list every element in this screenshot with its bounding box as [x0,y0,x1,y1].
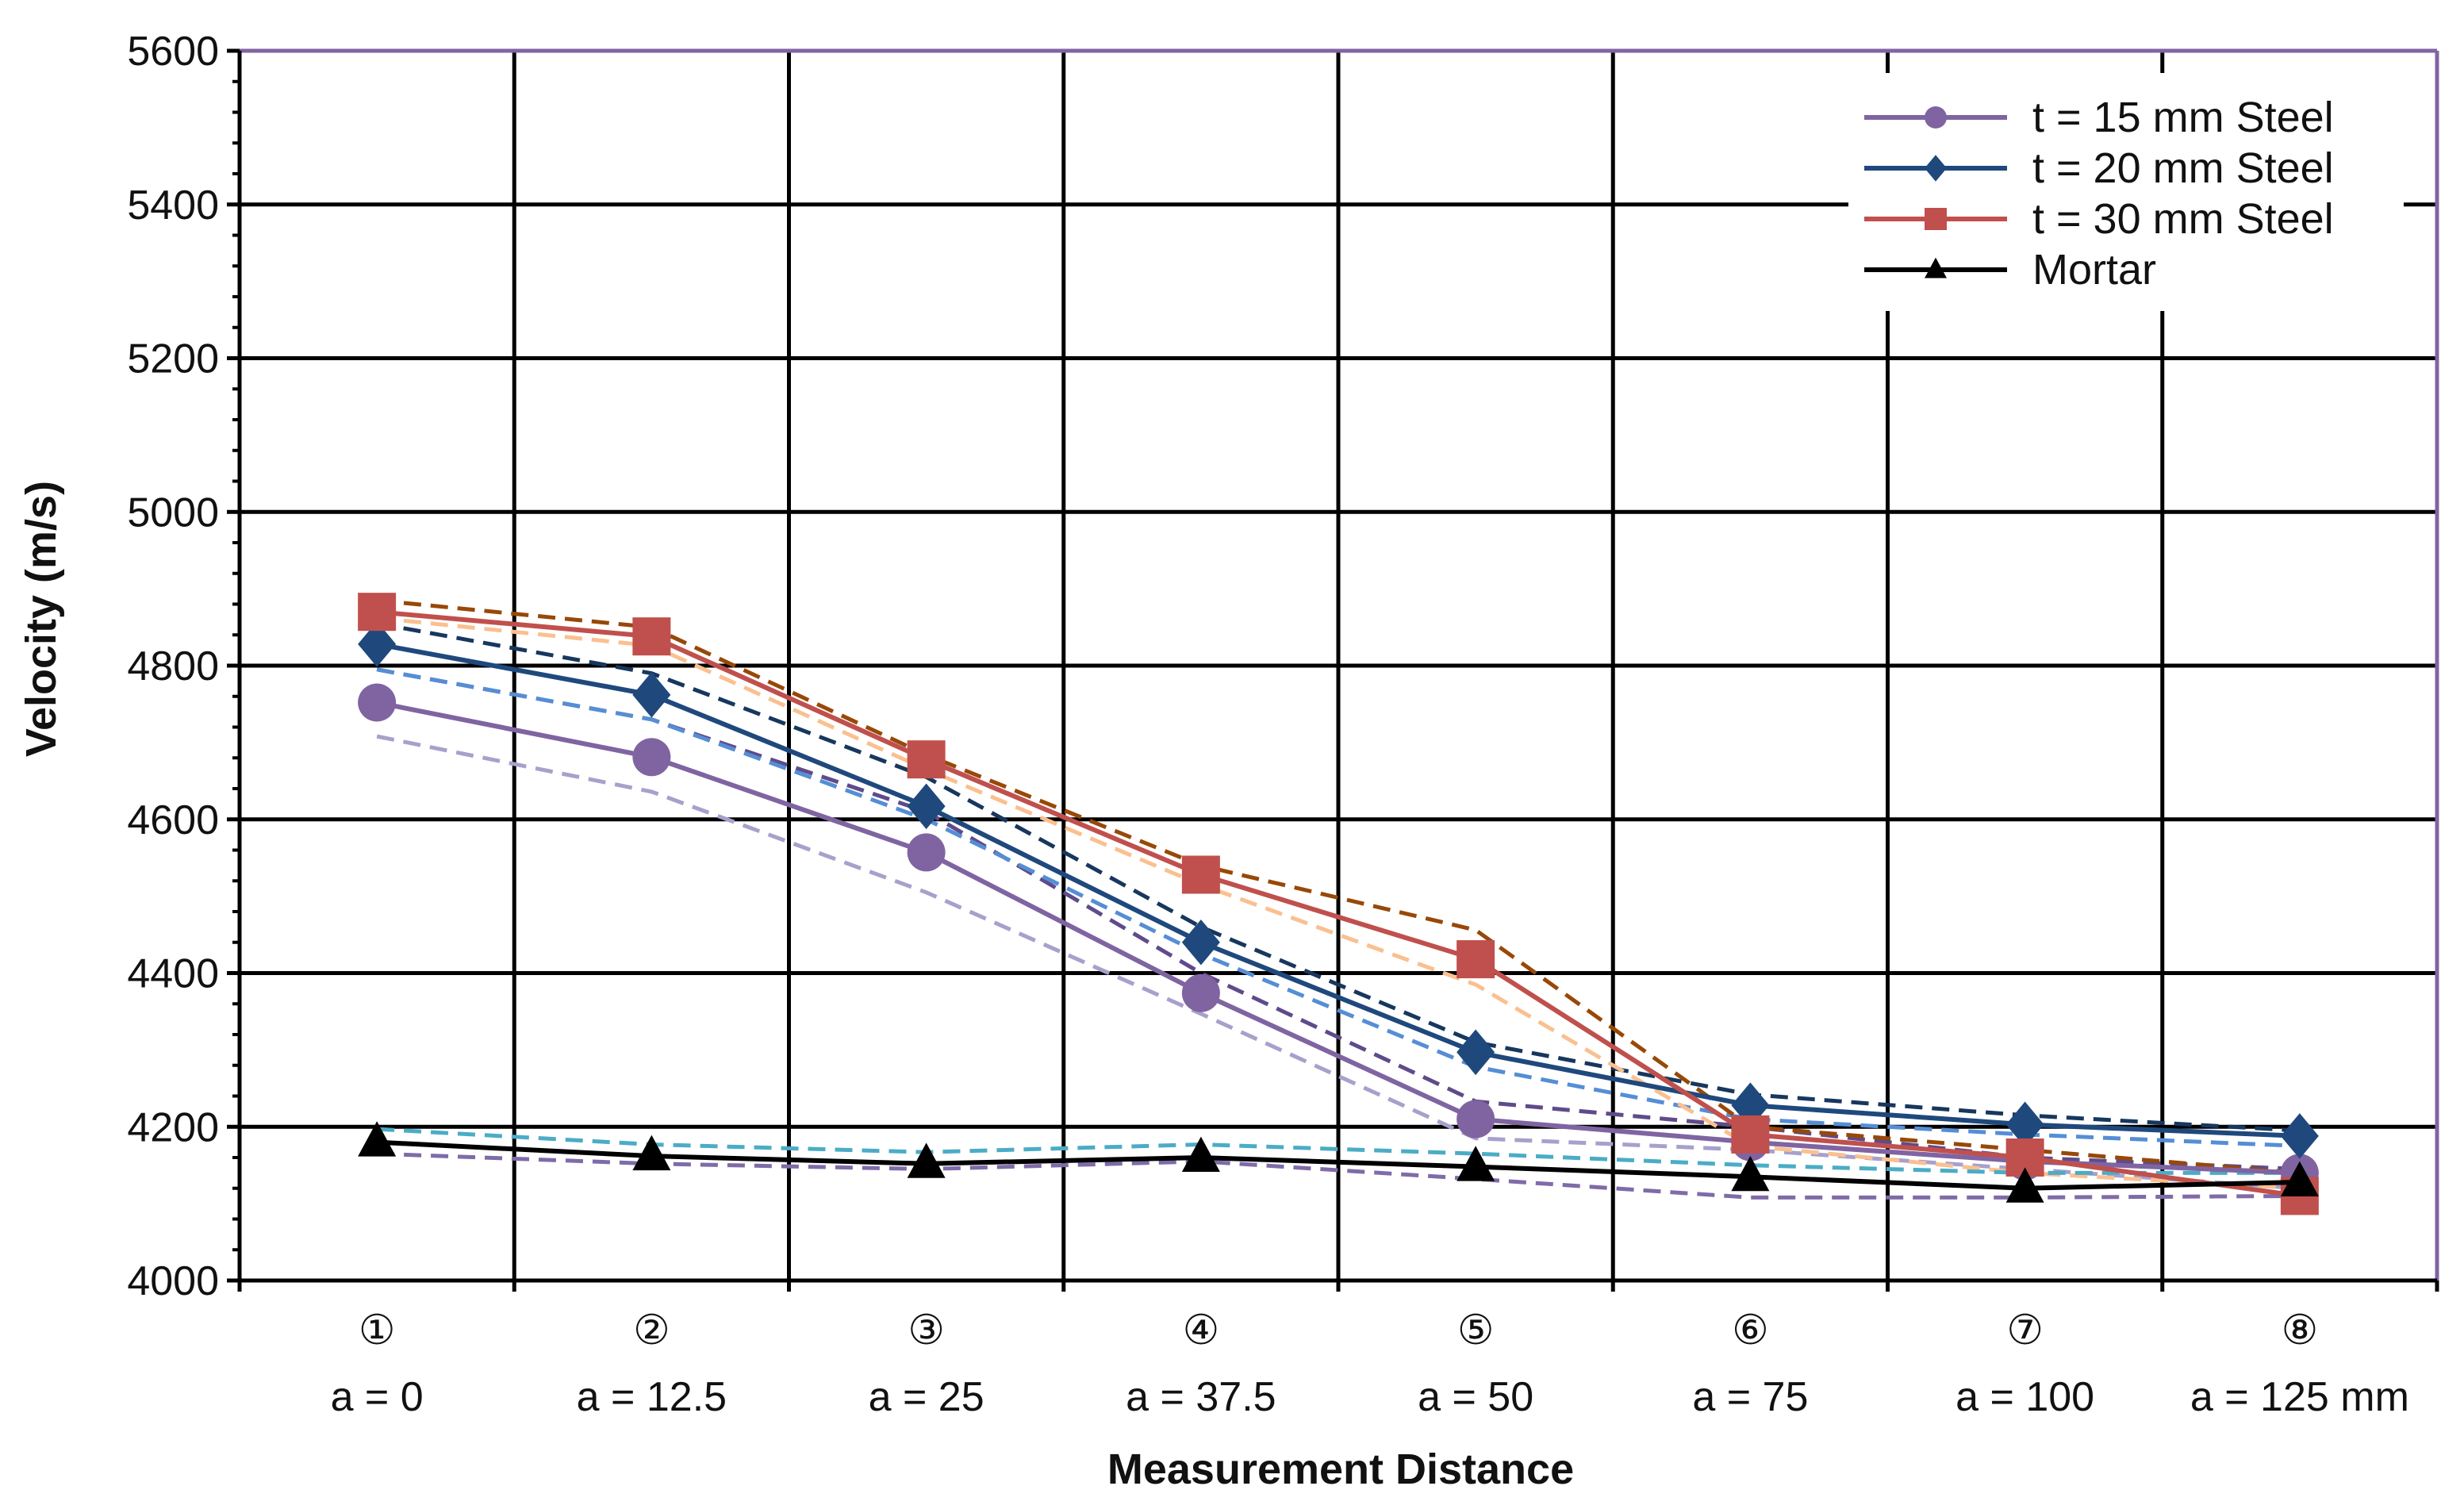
data-point [632,617,671,656]
reference-line-4 [376,621,2301,1133]
y-tick-label: 5200 [127,336,219,382]
data-point [632,1135,671,1171]
x-tick-number: ⑥ [1732,1307,1769,1353]
x-axis-title: Measurement Distance [1107,1446,1574,1493]
data-point [632,672,671,718]
data-point [2005,1101,2044,1148]
x-tick-number: ④ [1183,1307,1220,1353]
data-point [1181,973,1220,1012]
x-tick-label: a = 125 mm [2190,1374,2409,1420]
x-tick-number: ③ [908,1307,945,1353]
y-axis-ticks: 4000 4200 4400 4600 4800 5000 5200 5400 5600 [127,29,240,1304]
reference-line-8 [377,1151,2300,1200]
data-point [1457,1146,1495,1181]
y-tick-label: 5000 [127,490,219,536]
data-point [1731,1115,1770,1154]
y-tick-label: 4200 [127,1104,219,1150]
data-point [2005,1167,2044,1203]
y-tick-label: 4400 [127,951,219,997]
series-line [376,641,2301,1138]
series-line [376,1139,2300,1191]
x-tick-label: a = 75 [1692,1374,1808,1420]
data-point [907,783,946,830]
x-tick-number: ⑤ [1457,1307,1495,1353]
data-series [358,593,2319,1215]
reference-line-1 [376,734,2301,1191]
x-tick-number: ⑧ [2282,1307,2319,1353]
x-tick-number: ① [359,1307,396,1353]
data-point [632,738,671,777]
legend-marker [1925,155,1947,182]
data-point [907,1142,946,1178]
data-point [1181,855,1220,894]
x-tick-number: ② [633,1307,670,1353]
data-point [2280,1113,2319,1159]
reference-line-5 [376,616,2301,1191]
series-4 [358,1121,2319,1203]
y-tick-label: 4000 [127,1258,219,1304]
legend-marker [1925,208,1947,230]
legend-label: t = 20 mm Steel [2032,144,2334,192]
y-axis-title: Velocity (m/s) [17,481,65,757]
reference-line-7 [376,1127,2300,1175]
y-tick-label: 5600 [127,29,219,75]
data-point [907,833,946,872]
data-point [2280,1161,2319,1196]
x-tick-label: a = 37.5 [1126,1374,1276,1420]
legend-label: t = 15 mm Steel [2032,94,2334,141]
data-point [1457,940,1495,979]
x-tick-label: a = 100 [1955,1374,2094,1420]
legend-marker [1925,257,1947,278]
y-tick-label: 4600 [127,797,219,843]
series-line [376,609,2301,1199]
data-point [1457,1100,1495,1138]
data-point [1457,1029,1495,1076]
y-tick-label: 5400 [127,182,219,228]
y-tick-label: 4800 [127,643,219,689]
data-point [1181,1136,1220,1172]
grid-lines [240,48,2437,1281]
data-point [1181,919,1220,966]
data-point [358,1121,397,1157]
data-point [1731,1155,1770,1192]
data-point [358,593,397,632]
data-point [907,740,946,779]
legend-label: t = 30 mm Steel [2032,195,2334,243]
x-axis-ticks: ① a = 0 ② a = 12.5 ③ a = 25 ④ a = 37.5 ⑤ a = 50 ⑥ a… [237,1281,2439,1420]
reference-lines [376,598,2301,1200]
data-point [358,683,397,722]
legend-marker [1925,106,1947,129]
x-tick-label: a = 0 [331,1374,424,1420]
series-3 [358,593,2319,1215]
series-line [376,700,2301,1176]
x-tick-label: a = 50 [1418,1374,1533,1420]
x-tick-label: a = 25 [869,1374,984,1420]
x-tick-label: a = 12.5 [577,1374,727,1420]
reference-line-6 [376,598,2301,1175]
reference-line-3 [376,667,2300,1148]
x-tick-number: ⑦ [2006,1307,2044,1353]
data-point [358,621,397,667]
legend-label: Mortar [2032,246,2156,294]
